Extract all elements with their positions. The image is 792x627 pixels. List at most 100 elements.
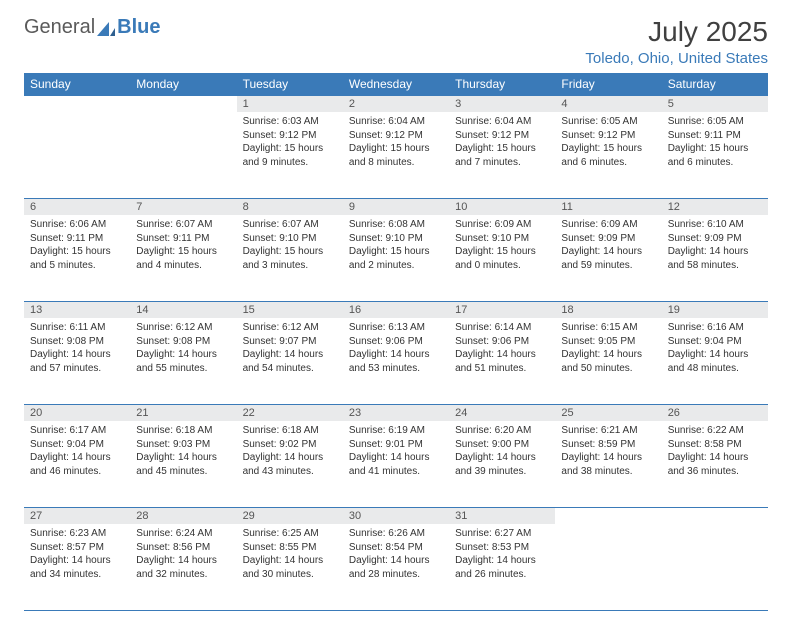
sunset-text: Sunset: 9:12 PM: [349, 129, 443, 143]
daylight-text: Daylight: 14 hours and 57 minutes.: [30, 348, 124, 375]
day-number: 25: [555, 405, 661, 422]
day-cell: Sunrise: 6:04 AMSunset: 9:12 PMDaylight:…: [343, 112, 449, 199]
day-number: 2: [343, 96, 449, 113]
day-number: 1: [237, 96, 343, 113]
day-number: 26: [662, 405, 768, 422]
day-cell: Sunrise: 6:13 AMSunset: 9:06 PMDaylight:…: [343, 318, 449, 405]
daylight-text: Daylight: 14 hours and 43 minutes.: [243, 451, 337, 478]
sunrise-text: Sunrise: 6:07 AM: [136, 218, 230, 232]
day-number: 23: [343, 405, 449, 422]
day-cell: [662, 524, 768, 611]
day-cell: Sunrise: 6:12 AMSunset: 9:07 PMDaylight:…: [237, 318, 343, 405]
daylight-text: Daylight: 14 hours and 41 minutes.: [349, 451, 443, 478]
sunset-text: Sunset: 8:53 PM: [455, 541, 549, 555]
sunrise-text: Sunrise: 6:22 AM: [668, 424, 762, 438]
day-cell: Sunrise: 6:25 AMSunset: 8:55 PMDaylight:…: [237, 524, 343, 611]
sunset-text: Sunset: 9:09 PM: [561, 232, 655, 246]
sunrise-text: Sunrise: 6:12 AM: [136, 321, 230, 335]
day-cell: Sunrise: 6:09 AMSunset: 9:10 PMDaylight:…: [449, 215, 555, 302]
sunrise-text: Sunrise: 6:05 AM: [561, 115, 655, 129]
sunrise-text: Sunrise: 6:09 AM: [561, 218, 655, 232]
day-cell: Sunrise: 6:12 AMSunset: 9:08 PMDaylight:…: [130, 318, 236, 405]
sunrise-text: Sunrise: 6:21 AM: [561, 424, 655, 438]
day-cell: Sunrise: 6:27 AMSunset: 8:53 PMDaylight:…: [449, 524, 555, 611]
daylight-text: Daylight: 14 hours and 53 minutes.: [349, 348, 443, 375]
day-cell: Sunrise: 6:22 AMSunset: 8:58 PMDaylight:…: [662, 421, 768, 508]
day-body-row: Sunrise: 6:06 AMSunset: 9:11 PMDaylight:…: [24, 215, 768, 302]
weekday-header: Tuesday: [237, 73, 343, 96]
day-number: [130, 96, 236, 113]
weekday-header: Wednesday: [343, 73, 449, 96]
day-number: 22: [237, 405, 343, 422]
day-number: 6: [24, 199, 130, 216]
day-cell: Sunrise: 6:07 AMSunset: 9:11 PMDaylight:…: [130, 215, 236, 302]
daylight-text: Daylight: 14 hours and 38 minutes.: [561, 451, 655, 478]
day-cell: Sunrise: 6:04 AMSunset: 9:12 PMDaylight:…: [449, 112, 555, 199]
day-body-row: Sunrise: 6:17 AMSunset: 9:04 PMDaylight:…: [24, 421, 768, 508]
day-cell: Sunrise: 6:21 AMSunset: 8:59 PMDaylight:…: [555, 421, 661, 508]
sunset-text: Sunset: 8:58 PM: [668, 438, 762, 452]
day-number: 31: [449, 508, 555, 525]
sunset-text: Sunset: 9:11 PM: [668, 129, 762, 143]
day-cell: Sunrise: 6:14 AMSunset: 9:06 PMDaylight:…: [449, 318, 555, 405]
sunset-text: Sunset: 9:10 PM: [455, 232, 549, 246]
sunset-text: Sunset: 9:10 PM: [349, 232, 443, 246]
sunrise-text: Sunrise: 6:24 AM: [136, 527, 230, 541]
daylight-text: Daylight: 15 hours and 5 minutes.: [30, 245, 124, 272]
sunrise-text: Sunrise: 6:13 AM: [349, 321, 443, 335]
day-number: 13: [24, 302, 130, 319]
sunset-text: Sunset: 9:12 PM: [455, 129, 549, 143]
day-cell: Sunrise: 6:05 AMSunset: 9:12 PMDaylight:…: [555, 112, 661, 199]
day-number-row: 12345: [24, 96, 768, 113]
day-cell: Sunrise: 6:26 AMSunset: 8:54 PMDaylight:…: [343, 524, 449, 611]
daylight-text: Daylight: 15 hours and 2 minutes.: [349, 245, 443, 272]
sunrise-text: Sunrise: 6:08 AM: [349, 218, 443, 232]
day-cell: [130, 112, 236, 199]
month-title: July 2025: [585, 16, 768, 48]
sunrise-text: Sunrise: 6:03 AM: [243, 115, 337, 129]
sunrise-text: Sunrise: 6:27 AM: [455, 527, 549, 541]
daylight-text: Daylight: 14 hours and 51 minutes.: [455, 348, 549, 375]
sunset-text: Sunset: 9:09 PM: [668, 232, 762, 246]
day-number: 18: [555, 302, 661, 319]
sunset-text: Sunset: 9:06 PM: [455, 335, 549, 349]
sunset-text: Sunset: 8:57 PM: [30, 541, 124, 555]
sunset-text: Sunset: 8:59 PM: [561, 438, 655, 452]
sunset-text: Sunset: 9:06 PM: [349, 335, 443, 349]
daylight-text: Daylight: 14 hours and 32 minutes.: [136, 554, 230, 581]
weekday-header: Friday: [555, 73, 661, 96]
logo-text-1: General: [24, 16, 95, 39]
day-cell: Sunrise: 6:03 AMSunset: 9:12 PMDaylight:…: [237, 112, 343, 199]
day-cell: Sunrise: 6:15 AMSunset: 9:05 PMDaylight:…: [555, 318, 661, 405]
sunrise-text: Sunrise: 6:04 AM: [349, 115, 443, 129]
sunset-text: Sunset: 8:55 PM: [243, 541, 337, 555]
sunset-text: Sunset: 9:00 PM: [455, 438, 549, 452]
day-number: [555, 508, 661, 525]
day-number: 14: [130, 302, 236, 319]
day-cell: Sunrise: 6:08 AMSunset: 9:10 PMDaylight:…: [343, 215, 449, 302]
sunset-text: Sunset: 8:54 PM: [349, 541, 443, 555]
sunset-text: Sunset: 9:04 PM: [30, 438, 124, 452]
day-cell: Sunrise: 6:09 AMSunset: 9:09 PMDaylight:…: [555, 215, 661, 302]
sunset-text: Sunset: 9:07 PM: [243, 335, 337, 349]
day-cell: Sunrise: 6:05 AMSunset: 9:11 PMDaylight:…: [662, 112, 768, 199]
daylight-text: Daylight: 15 hours and 6 minutes.: [668, 142, 762, 169]
sunrise-text: Sunrise: 6:11 AM: [30, 321, 124, 335]
sunrise-text: Sunrise: 6:07 AM: [243, 218, 337, 232]
sunset-text: Sunset: 8:56 PM: [136, 541, 230, 555]
sunset-text: Sunset: 9:12 PM: [561, 129, 655, 143]
daylight-text: Daylight: 15 hours and 7 minutes.: [455, 142, 549, 169]
daylight-text: Daylight: 15 hours and 3 minutes.: [243, 245, 337, 272]
daylight-text: Daylight: 14 hours and 34 minutes.: [30, 554, 124, 581]
day-number: 11: [555, 199, 661, 216]
sunrise-text: Sunrise: 6:18 AM: [243, 424, 337, 438]
day-number: 9: [343, 199, 449, 216]
daylight-text: Daylight: 15 hours and 4 minutes.: [136, 245, 230, 272]
daylight-text: Daylight: 14 hours and 55 minutes.: [136, 348, 230, 375]
logo-sail-icon: [97, 22, 115, 36]
sunset-text: Sunset: 9:11 PM: [30, 232, 124, 246]
day-number: 3: [449, 96, 555, 113]
sunrise-text: Sunrise: 6:10 AM: [668, 218, 762, 232]
day-number: 30: [343, 508, 449, 525]
header: General Blue July 2025 Toledo, Ohio, Uni…: [24, 16, 768, 67]
